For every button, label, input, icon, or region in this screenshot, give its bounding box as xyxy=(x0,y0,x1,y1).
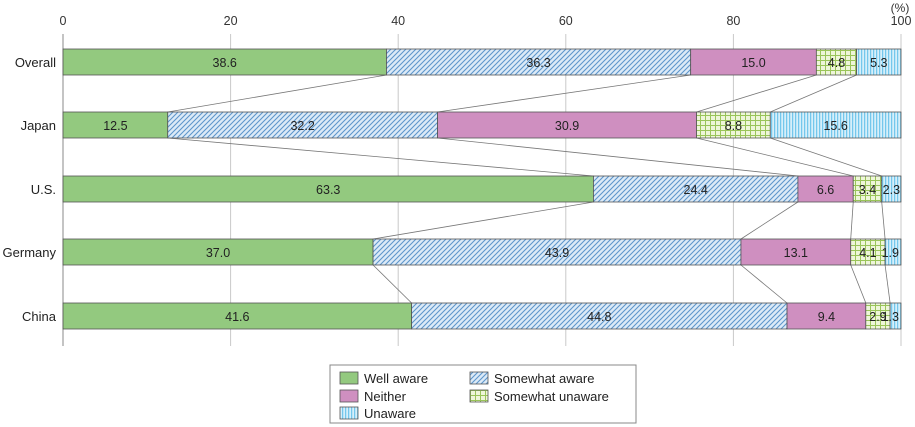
bar-segment xyxy=(786,302,867,330)
data-label: 44.8 xyxy=(587,310,611,324)
unit-label-group: (%) xyxy=(891,1,910,15)
connector-line xyxy=(167,137,594,177)
category-label: Japan xyxy=(21,118,56,133)
data-label: 43.9 xyxy=(545,246,569,260)
legend: Well aware Somewhat aware Neither Somewhat … xyxy=(329,364,637,424)
connector-line xyxy=(372,201,594,240)
legend-label: Neither xyxy=(364,389,407,404)
connector-lines xyxy=(167,74,891,304)
connector-line xyxy=(696,74,817,113)
data-label: 63.3 xyxy=(316,183,340,197)
data-label: 4.1 xyxy=(859,246,876,260)
bar-segment xyxy=(856,48,902,76)
x-tick-label: 40 xyxy=(391,14,405,28)
connector-line xyxy=(881,201,886,240)
connector-line xyxy=(770,137,882,177)
legend-label: Well aware xyxy=(364,371,428,386)
bar-segment xyxy=(889,302,902,330)
legend-swatch xyxy=(339,406,359,420)
data-label: 12.5 xyxy=(103,119,127,133)
category-label: Overall xyxy=(15,55,56,70)
x-axis: 0 20 40 60 80 100 xyxy=(60,14,912,346)
x-tick-label: 20 xyxy=(224,14,238,28)
data-label: 15.0 xyxy=(741,56,765,70)
data-label: 3.4 xyxy=(859,183,876,197)
data-label: 9.4 xyxy=(818,310,835,324)
bars: 38.6 36.3 15.0 4.8 5.3 12.5 32.2 30.9 8.8 15.6 63.… xyxy=(62,48,902,330)
data-label: 6.6 xyxy=(817,183,834,197)
category-label: China xyxy=(22,309,57,324)
connector-line xyxy=(740,264,788,304)
connector-line xyxy=(850,201,854,240)
data-label: 2.3 xyxy=(883,183,900,197)
bar-segment xyxy=(769,111,902,139)
bar-segment xyxy=(62,175,594,203)
bar-segment xyxy=(62,111,169,139)
data-label: 37.0 xyxy=(206,246,230,260)
x-tick-label: 80 xyxy=(726,14,740,28)
bar-segment xyxy=(797,175,854,203)
legend-swatch xyxy=(339,371,359,385)
bar-segment xyxy=(881,175,902,203)
legend-swatch xyxy=(469,371,489,385)
bar-segment xyxy=(62,238,374,266)
bar-segment xyxy=(815,48,857,76)
data-label: 30.9 xyxy=(555,119,579,133)
data-label: 41.6 xyxy=(225,310,249,324)
legend-swatch xyxy=(469,389,489,403)
data-label: 13.1 xyxy=(784,246,808,260)
bar-segment xyxy=(690,48,817,76)
category-labels: Overall Japan U.S. Germany China xyxy=(3,55,57,324)
legend-label: Somewhat unaware xyxy=(494,389,609,404)
data-label: 8.8 xyxy=(725,119,742,133)
data-label: 1.9 xyxy=(882,246,899,260)
data-label: 36.3 xyxy=(526,56,550,70)
bar-segment xyxy=(62,48,387,76)
connector-line xyxy=(437,74,691,113)
bar-segment xyxy=(696,111,771,139)
bar-segment xyxy=(593,175,799,203)
data-label: 24.4 xyxy=(684,183,708,197)
bar-segment xyxy=(386,48,692,76)
data-label: 15.6 xyxy=(823,119,847,133)
category-label: U.S. xyxy=(31,182,56,197)
data-label: 38.6 xyxy=(213,56,237,70)
connector-line xyxy=(167,74,387,113)
data-label: 4.8 xyxy=(828,56,845,70)
data-label: 5.3 xyxy=(870,56,887,70)
data-label: 32.2 xyxy=(290,119,314,133)
connector-line xyxy=(696,137,854,177)
connector-line xyxy=(372,264,412,304)
unit-label: (%) xyxy=(891,1,910,15)
connector-line xyxy=(437,137,798,177)
legend-label: Somewhat aware xyxy=(494,371,594,386)
connector-line xyxy=(770,74,857,113)
category-label: Germany xyxy=(3,245,57,260)
data-label: 2.9 xyxy=(869,310,886,324)
data-label: 1.3 xyxy=(882,310,899,324)
x-tick-label: 100 xyxy=(891,14,912,28)
bar-segment xyxy=(852,175,883,203)
legend-swatch xyxy=(339,389,359,403)
bar-segment xyxy=(740,238,852,266)
connector-line xyxy=(740,201,799,240)
legend-label: Unaware xyxy=(364,406,416,421)
connector-line xyxy=(850,264,867,304)
x-tick-label: 60 xyxy=(559,14,573,28)
bar-segment xyxy=(884,238,902,266)
bar-segment xyxy=(437,111,697,139)
bar-segment xyxy=(865,302,891,330)
x-tick-label: 0 xyxy=(60,14,67,28)
bar-segment xyxy=(167,111,438,139)
connector-line xyxy=(884,264,891,304)
